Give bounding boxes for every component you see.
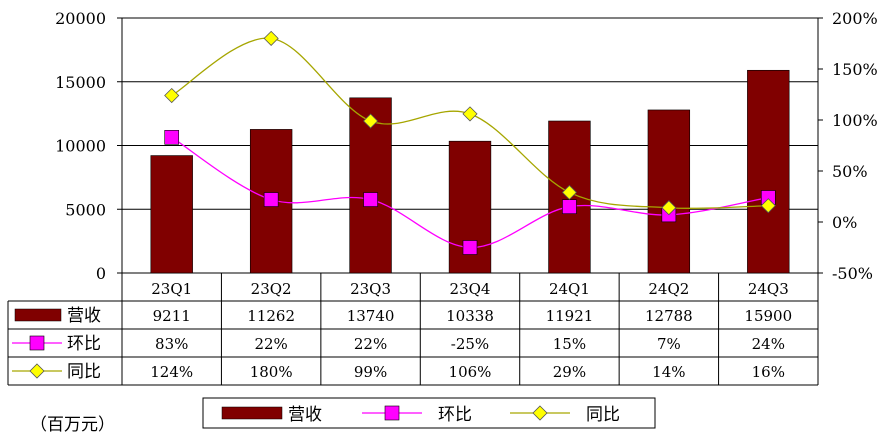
legend-label: 同比 — [586, 405, 620, 425]
y2-tick-label: 0% — [832, 213, 857, 232]
table-cell: 7% — [657, 335, 681, 353]
y2-tick-label: -50% — [832, 264, 873, 283]
table-cell: 10338 — [446, 307, 494, 325]
diamond-marker — [561, 184, 577, 200]
x-tick-label: 24Q3 — [748, 280, 789, 298]
x-tick-label: 23Q2 — [251, 280, 292, 298]
square-marker — [363, 192, 378, 207]
row-label: 同比 — [67, 362, 101, 382]
unit-label: （百万元） — [30, 415, 115, 435]
table-cell: -25% — [451, 335, 489, 353]
square-marker — [562, 199, 577, 214]
y-tick-label: 0 — [96, 264, 106, 283]
bar — [150, 155, 193, 274]
table-cell: 13740 — [347, 307, 395, 325]
y2-tick-label: 150% — [832, 60, 878, 79]
y-tick-label: 15000 — [55, 73, 106, 92]
y2-tick-label: 200% — [832, 9, 878, 28]
y2-tick-label: 100% — [832, 111, 878, 130]
table-cell: 124% — [150, 363, 193, 381]
row-key-bar — [14, 308, 62, 322]
table-cell: 22% — [254, 335, 287, 353]
diamond-marker — [29, 363, 45, 379]
row-label: 营收 — [67, 306, 101, 326]
diamond-marker — [760, 198, 776, 214]
x-tick-label: 24Q2 — [648, 280, 689, 298]
table-cell: 99% — [354, 363, 387, 381]
square-marker — [462, 240, 478, 255]
table-cell: 24% — [752, 335, 785, 353]
legend-key-bar — [221, 406, 283, 420]
diamond-marker — [263, 30, 279, 46]
y-tick-label: 5000 — [65, 200, 106, 219]
diamond-marker — [532, 405, 548, 421]
legend-label: 环比 — [438, 405, 472, 425]
x-tick-label: 24Q1 — [549, 280, 590, 298]
bar — [647, 109, 691, 274]
table-cell: 29% — [553, 363, 586, 381]
table-cell: 16% — [752, 363, 785, 381]
x-tick-label: 23Q1 — [151, 280, 192, 298]
diamond-marker — [462, 106, 478, 122]
diamond-marker — [363, 113, 379, 129]
table-cell: 11262 — [247, 307, 295, 325]
bar — [747, 69, 790, 274]
table-cell: 180% — [250, 363, 293, 381]
table-cell: 83% — [155, 335, 188, 353]
y2-tick-label: 50% — [832, 162, 868, 181]
row-label: 环比 — [67, 334, 101, 354]
table-cell: 22% — [354, 335, 387, 353]
legend-label: 营收 — [288, 405, 322, 425]
square-marker — [29, 335, 45, 351]
table-cell: 14% — [652, 363, 685, 381]
table-cell: 9211 — [153, 307, 191, 325]
square-marker — [263, 192, 279, 207]
table-cell: 15900 — [744, 307, 792, 325]
table-cell: 12788 — [645, 307, 693, 325]
x-tick-label: 23Q3 — [350, 280, 391, 298]
y-tick-label: 10000 — [55, 137, 106, 156]
x-tick-label: 23Q4 — [450, 280, 491, 298]
table-cell: 15% — [553, 335, 586, 353]
square-marker — [164, 130, 180, 145]
square-marker — [384, 405, 400, 421]
y-tick-label: 20000 — [55, 9, 106, 28]
diamond-marker — [164, 87, 180, 104]
table-cell: 106% — [449, 363, 492, 381]
table-cell: 11921 — [546, 307, 594, 325]
diamond-marker — [661, 200, 677, 216]
